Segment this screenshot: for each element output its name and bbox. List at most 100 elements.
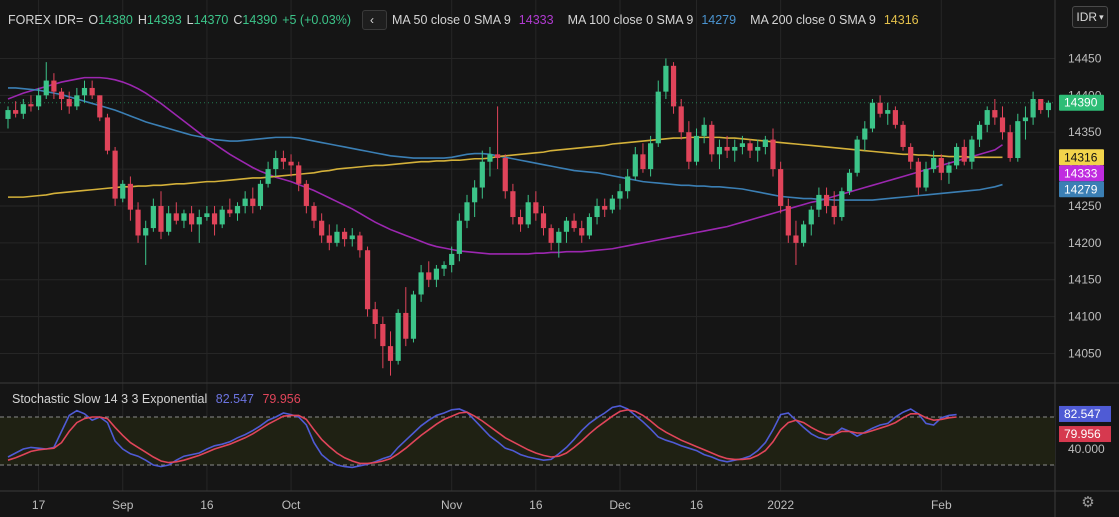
candle-body <box>449 253 455 265</box>
candle-body <box>104 117 111 151</box>
candle-body <box>732 146 738 151</box>
candle-body <box>120 183 126 199</box>
candle-body <box>670 65 677 107</box>
stochastic-header: Stochastic Slow 14 3 3 Exponential 82.54… <box>12 392 306 406</box>
candle-body <box>495 154 501 159</box>
candle-body <box>632 154 638 177</box>
price-tick-label: 14250 <box>1068 199 1102 213</box>
price-tick-label: 14100 <box>1068 310 1102 324</box>
candle-body <box>342 231 348 240</box>
candle-body <box>158 205 164 232</box>
candle-body <box>43 80 49 96</box>
ma50-price-tag-text: 14333 <box>1064 166 1098 180</box>
candle-body <box>571 220 577 229</box>
time-tick-label: Oct <box>282 498 301 512</box>
close-label: C <box>233 13 243 27</box>
candle-body <box>808 209 814 225</box>
candle-body <box>150 205 156 229</box>
candle-body <box>441 264 447 269</box>
candle-body <box>716 146 723 155</box>
candle-body <box>648 143 654 170</box>
chevron-left-icon: ‹ <box>369 13 374 27</box>
ma100-label[interactable]: MA 100 close 0 SMA 9 <box>567 13 694 27</box>
candle-body <box>709 124 715 155</box>
time-tick-label: Feb <box>931 498 952 512</box>
ma-line-0 <box>7 76 1003 255</box>
symbol-dropdown-button[interactable]: IDR ▾ <box>1072 6 1108 28</box>
candle-body <box>663 65 669 92</box>
candle-body <box>724 146 730 151</box>
candle-body <box>395 312 401 361</box>
candle-body <box>387 346 394 361</box>
candle-body <box>885 110 891 114</box>
candle-body <box>227 209 233 214</box>
candle-body <box>762 139 768 147</box>
collapse-legend-button[interactable]: ‹ <box>361 10 387 30</box>
last-price-tag-text: 14390 <box>1064 96 1098 110</box>
candle-body <box>984 110 990 125</box>
candle-body <box>66 99 72 107</box>
ma200-label[interactable]: MA 200 close 0 SMA 9 <box>750 13 876 27</box>
stochastic-line-0 <box>7 404 957 469</box>
candle-body <box>81 87 88 96</box>
candle-body <box>127 183 133 210</box>
candle-body <box>403 312 409 339</box>
candle-body <box>510 191 516 218</box>
stochastic-k-tag-text: 82.547 <box>1064 407 1101 421</box>
high-value: 14393 <box>146 13 182 27</box>
stochastic-line-1 <box>7 408 957 465</box>
candle-body <box>196 217 202 225</box>
candle-body <box>900 124 906 147</box>
candle-body <box>1030 99 1036 118</box>
candle-body <box>51 80 57 92</box>
candle-body <box>533 202 539 214</box>
candle-body <box>464 202 470 221</box>
candle-body <box>778 169 784 206</box>
candle-body <box>173 213 179 221</box>
candle-body <box>617 191 623 199</box>
candle-body <box>303 183 309 206</box>
candle-body <box>869 102 876 129</box>
candle-body <box>250 198 256 206</box>
candle-body <box>548 228 554 243</box>
candle-body <box>793 235 799 243</box>
candle-body <box>785 205 791 236</box>
candle-body <box>915 161 921 188</box>
candle-body <box>410 294 417 339</box>
gear-icon[interactable]: ⚙ <box>1081 494 1095 511</box>
ma100-price-tag-text: 14279 <box>1064 182 1098 196</box>
candle-body <box>36 95 42 107</box>
candle-body <box>280 158 286 162</box>
candle-body <box>579 228 585 236</box>
candle-body <box>112 150 118 199</box>
symbol-name[interactable]: FOREX IDR= <box>8 13 84 27</box>
candle-body <box>862 128 868 140</box>
price-tick-label: 14050 <box>1068 346 1102 360</box>
time-tick-label: Dec <box>609 498 630 512</box>
candle-body <box>326 235 332 243</box>
candle-body <box>908 146 914 162</box>
candle-body <box>20 104 26 114</box>
time-tick-label: Nov <box>441 498 462 512</box>
candle-body <box>135 209 141 236</box>
candle-body <box>961 146 967 162</box>
candle-body <box>892 110 898 125</box>
candle-body <box>273 158 279 170</box>
stochastic-d-value: 79.956 <box>262 392 301 406</box>
ma50-label[interactable]: MA 50 close 0 SMA 9 <box>391 13 511 27</box>
stochastic-label[interactable]: Stochastic Slow 14 3 3 Exponential <box>12 392 208 406</box>
high-label: H <box>137 13 147 27</box>
candle-body <box>1038 99 1044 111</box>
candle-body <box>89 87 95 96</box>
candle-body <box>349 235 355 240</box>
time-tick-label: Sep <box>112 498 134 512</box>
stochastic-k-tag <box>1059 405 1111 422</box>
candle-body <box>1045 102 1051 111</box>
time-tick-label: 16 <box>690 498 704 512</box>
candle-body <box>525 202 531 225</box>
candle-body <box>265 169 271 184</box>
candle-body <box>288 161 294 166</box>
candle-body <box>686 132 692 162</box>
price-tick-label: 14450 <box>1068 51 1102 65</box>
